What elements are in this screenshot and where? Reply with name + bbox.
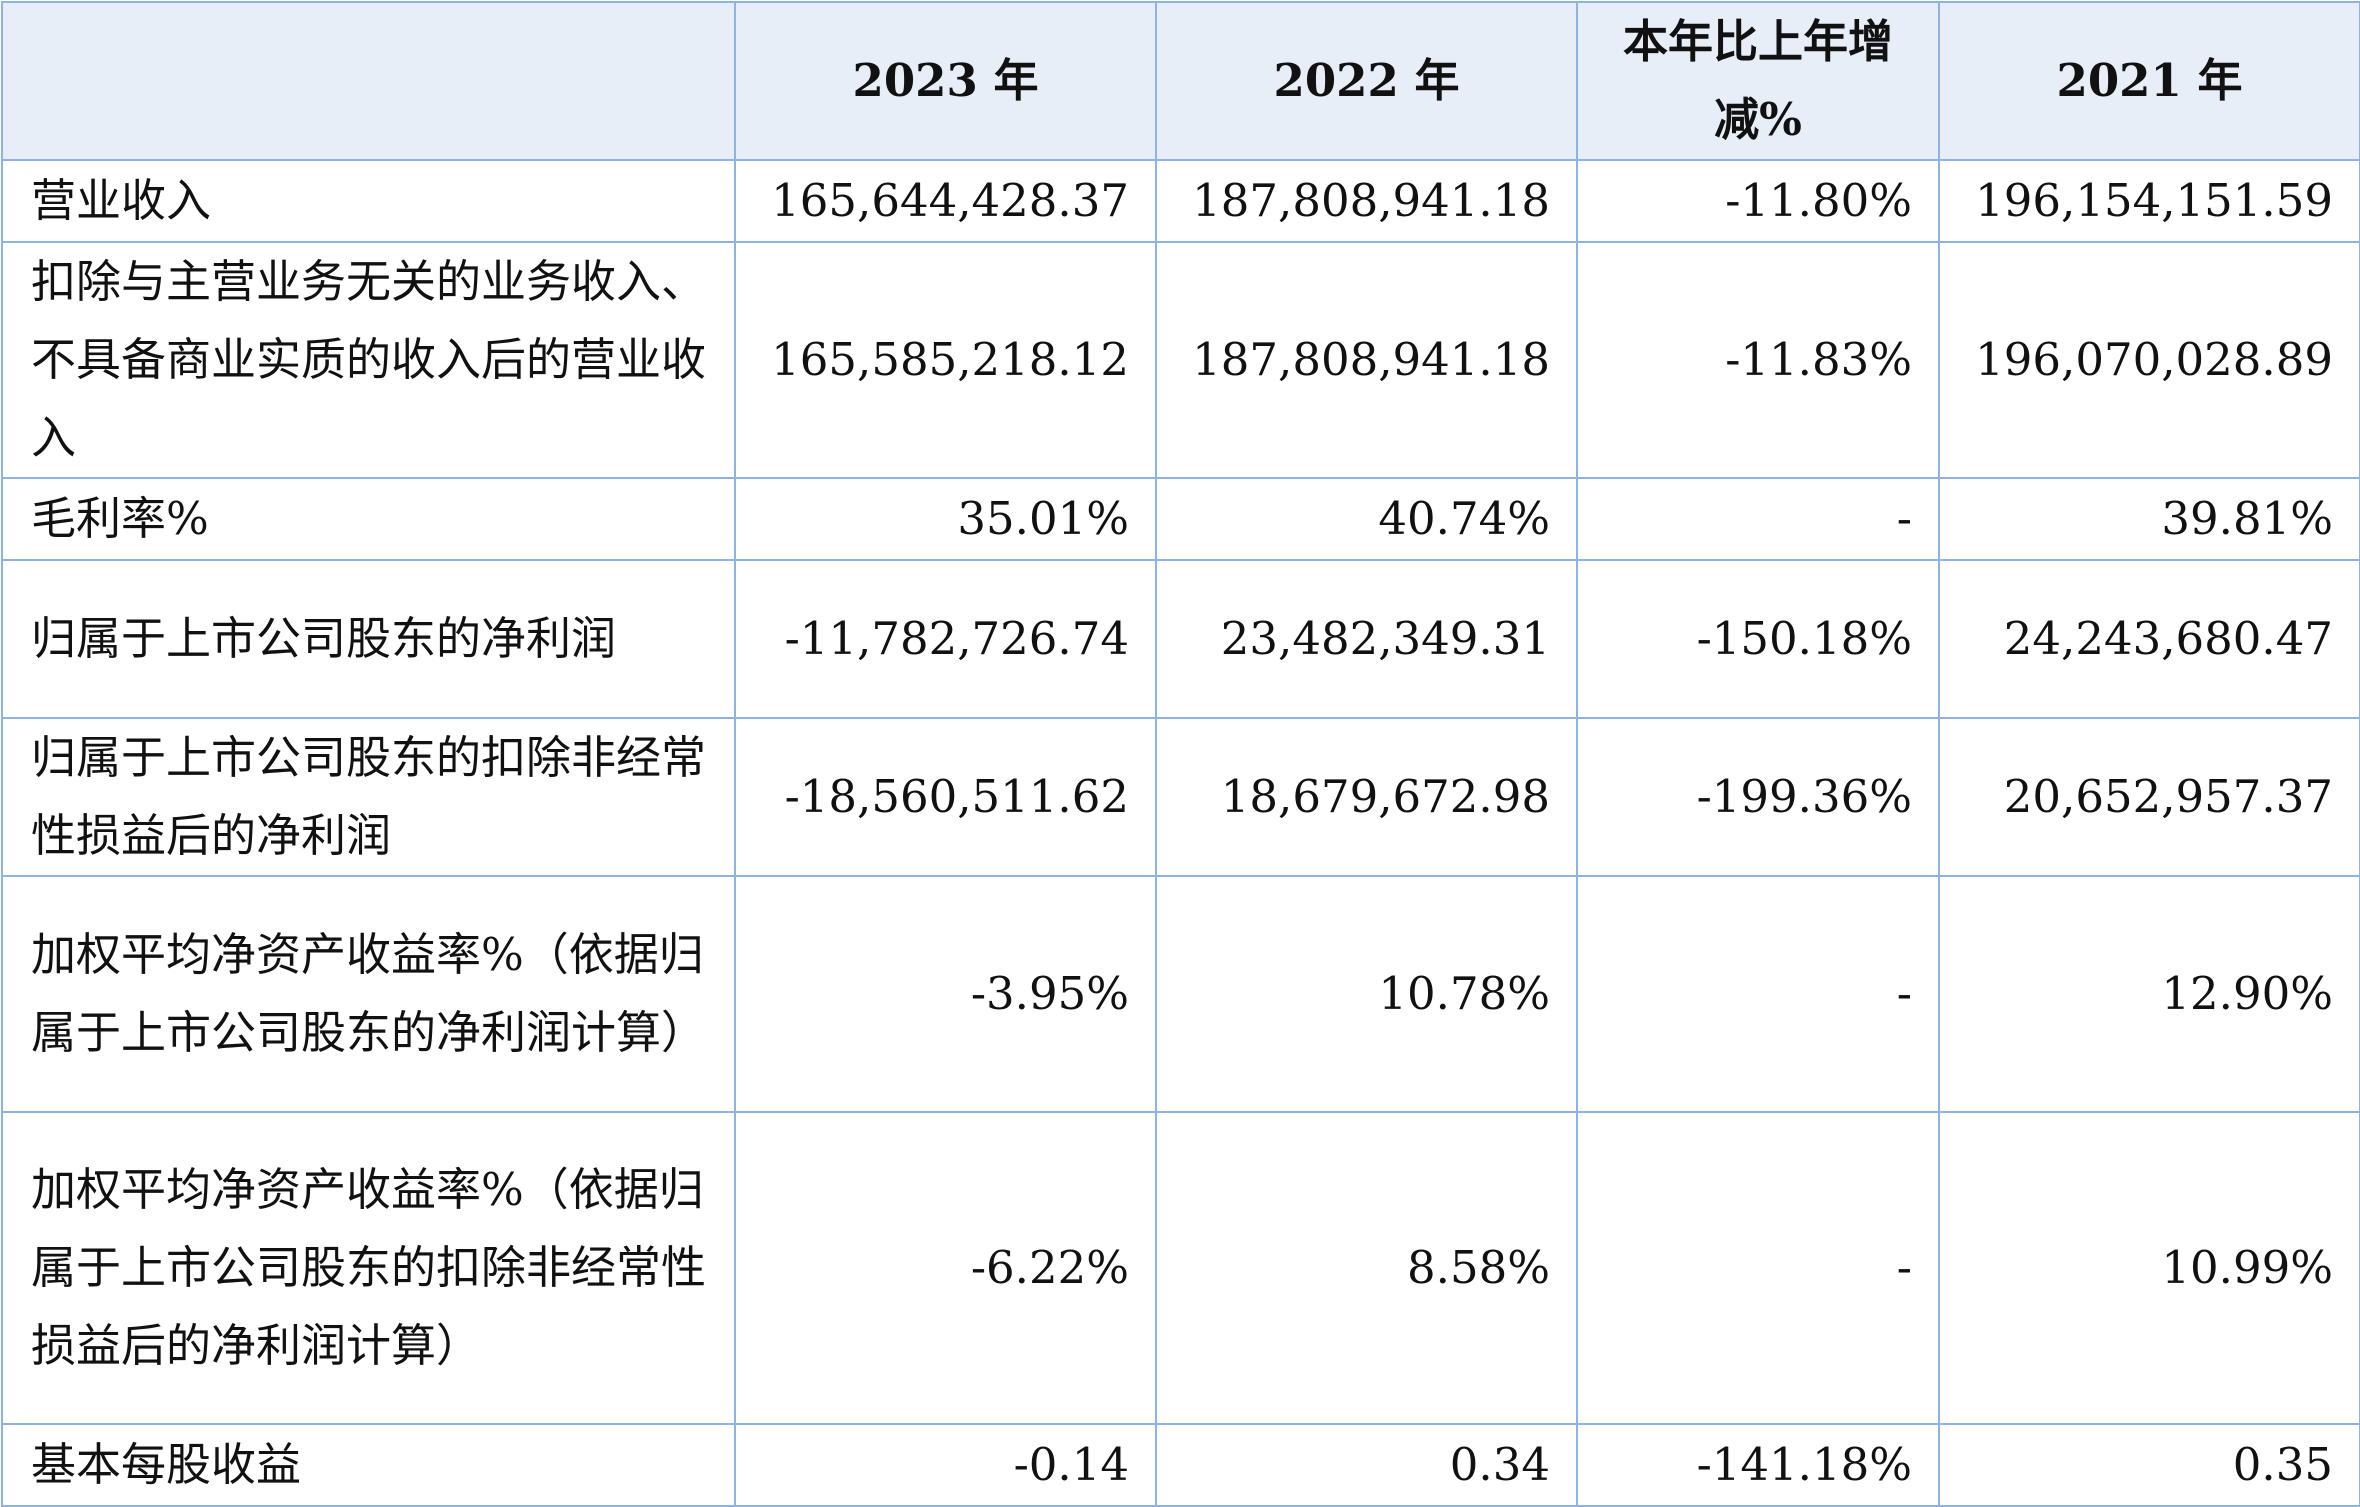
value-2023: -3.95% [734, 875, 1157, 1113]
value-2023: -11,782,726.74 [734, 559, 1157, 719]
table-row: 基本每股收益 -0.14 0.34 -141.18% 0.35 [1, 1423, 2360, 1507]
row-label: 加权平均净资产收益率%（依据归属于上市公司股东的扣除非经常性损益后的净利润计算） [1, 1111, 736, 1425]
value-2022: 187,808,941.18 [1155, 159, 1578, 243]
value-change: - [1576, 875, 1940, 1113]
value-2023: -6.22% [734, 1111, 1157, 1425]
table-row: 加权平均净资产收益率%（依据归属于上市公司股东的扣除非经常性损益后的净利润计算）… [1, 1111, 2360, 1425]
table-row: 归属于上市公司股东的净利润 -11,782,726.74 23,482,349.… [1, 559, 2360, 719]
row-label: 毛利率% [1, 477, 736, 561]
value-2021: 10.99% [1938, 1111, 2360, 1425]
value-2021: 20,652,957.37 [1938, 717, 2360, 877]
value-2022: 18,679,672.98 [1155, 717, 1578, 877]
value-2021: 196,070,028.89 [1938, 241, 2360, 479]
value-2021: 39.81% [1938, 477, 2360, 561]
table-row: 营业收入 165,644,428.37 187,808,941.18 -11.8… [1, 159, 2360, 243]
value-2021: 12.90% [1938, 875, 2360, 1113]
value-change: -199.36% [1576, 717, 1940, 877]
value-change: - [1576, 1111, 1940, 1425]
table-row: 加权平均净资产收益率%（依据归属于上市公司股东的净利润计算） -3.95% 10… [1, 875, 2360, 1113]
value-2022: 40.74% [1155, 477, 1578, 561]
row-label: 营业收入 [1, 159, 736, 243]
value-2022: 23,482,349.31 [1155, 559, 1578, 719]
header-2022: 2022 年 [1155, 1, 1578, 161]
value-2023: -0.14 [734, 1423, 1157, 1507]
header-change: 本年比上年增减% [1576, 1, 1940, 161]
value-2022: 8.58% [1155, 1111, 1578, 1425]
header-2023: 2023 年 [734, 1, 1157, 161]
value-2021: 0.35 [1938, 1423, 2360, 1507]
header-2021: 2021 年 [1938, 1, 2360, 161]
table-row: 归属于上市公司股东的扣除非经常性损益后的净利润 -18,560,511.62 1… [1, 717, 2360, 877]
value-change: - [1576, 477, 1940, 561]
value-2023: 165,644,428.37 [734, 159, 1157, 243]
value-2022: 187,808,941.18 [1155, 241, 1578, 479]
table-row: 毛利率% 35.01% 40.74% - 39.81% [1, 477, 2360, 561]
value-2023: 35.01% [734, 477, 1157, 561]
value-change: -141.18% [1576, 1423, 1940, 1507]
row-label: 归属于上市公司股东的扣除非经常性损益后的净利润 [1, 717, 736, 877]
value-change: -11.83% [1576, 241, 1940, 479]
value-2023: 165,585,218.12 [734, 241, 1157, 479]
header-blank-cell [1, 1, 736, 161]
value-2021: 196,154,151.59 [1938, 159, 2360, 243]
value-2023: -18,560,511.62 [734, 717, 1157, 877]
value-2022: 10.78% [1155, 875, 1578, 1113]
row-label: 归属于上市公司股东的净利润 [1, 559, 736, 719]
row-label: 扣除与主营业务无关的业务收入、不具备商业实质的收入后的营业收入 [1, 241, 736, 479]
value-change: -150.18% [1576, 559, 1940, 719]
value-2021: 24,243,680.47 [1938, 559, 2360, 719]
value-2022: 0.34 [1155, 1423, 1578, 1507]
table-row: 扣除与主营业务无关的业务收入、不具备商业实质的收入后的营业收入 165,585,… [1, 241, 2360, 479]
row-label: 基本每股收益 [1, 1423, 736, 1507]
row-label: 加权平均净资产收益率%（依据归属于上市公司股东的净利润计算） [1, 875, 736, 1113]
header-row: 2023 年 2022 年 本年比上年增减% 2021 年 [1, 1, 2360, 161]
value-change: -11.80% [1576, 159, 1940, 243]
